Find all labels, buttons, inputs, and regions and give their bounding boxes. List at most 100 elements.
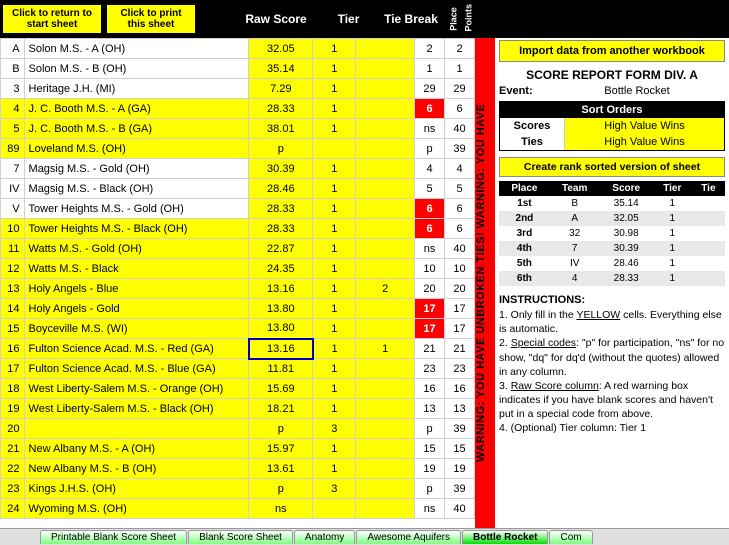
tier-cell[interactable]: 1 xyxy=(313,439,356,459)
raw-score-cell[interactable]: 11.81 xyxy=(249,359,313,379)
team-name: New Albany M.S. - A (OH) xyxy=(24,439,249,459)
tier-cell[interactable]: 1 xyxy=(313,299,356,319)
tab-printable-blank[interactable]: Printable Blank Score Sheet xyxy=(40,530,187,544)
tiebreak-cell[interactable] xyxy=(356,479,415,499)
raw-score-cell[interactable]: 28.46 xyxy=(249,179,313,199)
raw-score-cell[interactable]: 35.14 xyxy=(249,59,313,79)
raw-score-cell[interactable]: 13.80 xyxy=(249,299,313,319)
raw-score-cell[interactable]: 28.33 xyxy=(249,219,313,239)
table-row: 15Boyceville M.S. (WI)13.8011717 xyxy=(1,319,475,339)
print-button[interactable]: Click to print this sheet xyxy=(106,4,196,34)
tab-blank-score[interactable]: Blank Score Sheet xyxy=(188,530,293,544)
rank-tier: 1 xyxy=(653,241,692,256)
tiebreak-cell[interactable] xyxy=(356,359,415,379)
raw-score-cell[interactable]: p xyxy=(249,479,313,499)
tiebreak-cell[interactable] xyxy=(356,259,415,279)
tier-cell[interactable]: 1 xyxy=(313,99,356,119)
rank-score: 28.33 xyxy=(600,271,653,286)
place-cell: 6 xyxy=(415,199,445,219)
tiebreak-cell[interactable] xyxy=(356,139,415,159)
tab-awesome-aquifers[interactable]: Awesome Aquifers xyxy=(356,530,461,544)
raw-score-cell[interactable]: 28.33 xyxy=(249,199,313,219)
tier-cell[interactable]: 1 xyxy=(313,239,356,259)
row-number: 5 xyxy=(1,119,25,139)
sort-scores-value[interactable]: High Value Wins xyxy=(565,118,724,134)
points-cell: 15 xyxy=(445,439,475,459)
tier-cell[interactable]: 1 xyxy=(313,79,356,99)
tiebreak-cell[interactable] xyxy=(356,459,415,479)
raw-score-cell[interactable]: 13.80 xyxy=(249,319,313,339)
tiebreak-cell[interactable]: 2 xyxy=(356,279,415,299)
tiebreak-cell[interactable] xyxy=(356,39,415,59)
tiebreak-cell[interactable] xyxy=(356,439,415,459)
tier-cell[interactable] xyxy=(313,139,356,159)
tiebreak-cell[interactable] xyxy=(356,379,415,399)
tiebreak-cell[interactable] xyxy=(356,119,415,139)
raw-score-cell[interactable]: 15.69 xyxy=(249,379,313,399)
tier-cell[interactable]: 1 xyxy=(313,199,356,219)
rank-tier: 1 xyxy=(653,196,692,211)
sort-ties-value[interactable]: High Value Wins xyxy=(565,134,724,150)
points-cell: 19 xyxy=(445,459,475,479)
tier-cell[interactable]: 1 xyxy=(313,159,356,179)
tiebreak-cell[interactable] xyxy=(356,159,415,179)
raw-score-cell[interactable]: 30.39 xyxy=(249,159,313,179)
tiebreak-cell[interactable] xyxy=(356,99,415,119)
raw-score-cell[interactable]: ns xyxy=(249,499,313,519)
tier-cell[interactable]: 1 xyxy=(313,379,356,399)
tiebreak-cell[interactable] xyxy=(356,319,415,339)
tier-cell[interactable]: 1 xyxy=(313,39,356,59)
tab-anatomy[interactable]: Anatomy xyxy=(294,530,355,544)
tier-cell[interactable]: 1 xyxy=(313,179,356,199)
tiebreak-cell[interactable] xyxy=(356,299,415,319)
tier-cell[interactable]: 3 xyxy=(313,479,356,499)
raw-score-cell[interactable]: 7.29 xyxy=(249,79,313,99)
tier-cell[interactable]: 1 xyxy=(313,119,356,139)
tier-cell[interactable]: 1 xyxy=(313,339,356,359)
raw-score-cell[interactable]: 18.21 xyxy=(249,399,313,419)
tiebreak-cell[interactable] xyxy=(356,239,415,259)
tier-cell[interactable]: 3 xyxy=(313,419,356,439)
tier-cell[interactable]: 1 xyxy=(313,259,356,279)
row-number: V xyxy=(1,199,25,219)
raw-score-cell[interactable]: 22.87 xyxy=(249,239,313,259)
tier-cell[interactable]: 1 xyxy=(313,399,356,419)
tier-cell[interactable]: 1 xyxy=(313,59,356,79)
raw-score-cell[interactable]: 38.01 xyxy=(249,119,313,139)
tier-cell[interactable]: 1 xyxy=(313,219,356,239)
raw-score-cell[interactable]: p xyxy=(249,419,313,439)
raw-score-cell[interactable]: 13.16 xyxy=(249,339,313,359)
row-number: 21 xyxy=(1,439,25,459)
tab-com[interactable]: Com xyxy=(549,530,592,544)
return-button[interactable]: Click to return to start sheet xyxy=(2,4,102,34)
tiebreak-cell[interactable] xyxy=(356,199,415,219)
tiebreak-cell[interactable] xyxy=(356,59,415,79)
raw-score-cell[interactable]: 15.97 xyxy=(249,439,313,459)
tiebreak-cell[interactable] xyxy=(356,179,415,199)
rank-head-score: Score xyxy=(600,181,653,196)
row-number: 15 xyxy=(1,319,25,339)
tier-cell[interactable] xyxy=(313,499,356,519)
tab-bottle-rocket[interactable]: Bottle Rocket xyxy=(462,530,548,544)
import-button[interactable]: Import data from another workbook xyxy=(499,40,725,62)
tiebreak-cell[interactable] xyxy=(356,419,415,439)
tiebreak-cell[interactable] xyxy=(356,499,415,519)
row-number: 12 xyxy=(1,259,25,279)
tier-cell[interactable]: 1 xyxy=(313,279,356,299)
raw-score-cell[interactable]: p xyxy=(249,139,313,159)
tier-cell[interactable]: 1 xyxy=(313,459,356,479)
raw-score-cell[interactable]: 13.16 xyxy=(249,279,313,299)
raw-score-cell[interactable]: 28.33 xyxy=(249,99,313,119)
rank-button[interactable]: Create rank sorted version of sheet xyxy=(499,157,725,177)
tiebreak-cell[interactable]: 1 xyxy=(356,339,415,359)
tiebreak-cell[interactable] xyxy=(356,79,415,99)
tier-cell[interactable]: 1 xyxy=(313,319,356,339)
tier-cell[interactable]: 1 xyxy=(313,359,356,379)
tiebreak-cell[interactable] xyxy=(356,219,415,239)
raw-score-cell[interactable]: 24.35 xyxy=(249,259,313,279)
raw-score-cell[interactable]: 13.61 xyxy=(249,459,313,479)
table-row: ASolon M.S. - A (OH)32.05122 xyxy=(1,39,475,59)
tiebreak-cell[interactable] xyxy=(356,399,415,419)
table-row: VTower Heights M.S. - Gold (OH)28.33166 xyxy=(1,199,475,219)
raw-score-cell[interactable]: 32.05 xyxy=(249,39,313,59)
